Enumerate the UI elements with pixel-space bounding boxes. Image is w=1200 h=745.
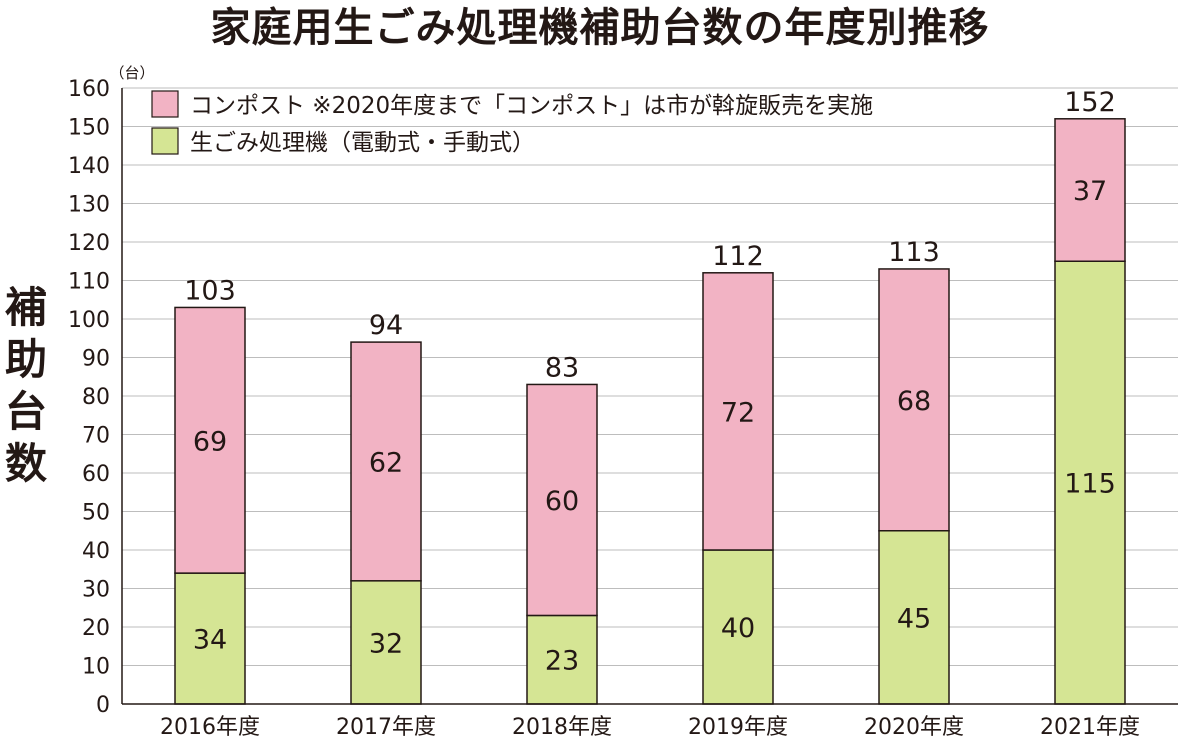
y-tick-label: 60 <box>82 462 110 487</box>
x-tick-label: 2020年度 <box>864 715 964 740</box>
bar-segment-compost <box>350 341 422 582</box>
total-label: 113 <box>888 237 940 268</box>
bar-segment-compost <box>1054 118 1126 262</box>
data-label: 72 <box>721 397 755 428</box>
y-unit-label: （台） <box>109 64 154 82</box>
legend-label: 生ごみ処理機（電動式・手動式） <box>190 130 535 156</box>
x-tick-label: 2017年度 <box>336 715 436 740</box>
y-tick-label: 90 <box>82 347 110 372</box>
y-tick-label: 80 <box>82 385 110 410</box>
total-label: 94 <box>369 310 403 341</box>
y-axis-title-char: 補 <box>5 283 47 332</box>
y-tick-label: 30 <box>82 578 110 603</box>
x-tick-label: 2019年度 <box>688 715 788 740</box>
bars: 34 69 103 32 62 94 23 60 83 40 72 112 45 68 113 115 37 15… <box>174 87 1126 705</box>
bar-segment-compost <box>878 268 950 532</box>
data-label: 34 <box>193 625 227 656</box>
bar-segment-garbage-processor <box>350 580 422 705</box>
total-label: 103 <box>184 275 236 306</box>
y-tick-label: 140 <box>68 154 110 179</box>
y-tick-labels: 0 10 20 30 40 50 60 70 80 90 100 110 120 130 140 150 160 <box>68 77 110 718</box>
total-label: 83 <box>545 352 579 383</box>
y-axis-title-char: 数 <box>5 439 47 488</box>
data-label: 115 <box>1064 469 1116 500</box>
x-tick-label: 2021年度 <box>1040 715 1140 740</box>
data-label: 69 <box>193 426 227 457</box>
y-tick-label: 70 <box>82 424 110 449</box>
bar-segment-compost <box>702 272 774 551</box>
legend: コンポスト ※2020年度まで「コンポスト」は市が斡旋販売を実施生ごみ処理機（電… <box>151 90 873 156</box>
data-label: 68 <box>897 386 931 417</box>
data-label: 40 <box>721 613 755 644</box>
data-label: 23 <box>545 646 579 677</box>
y-axis-title-char: 助 <box>5 335 47 384</box>
y-tick-label: 150 <box>68 116 110 141</box>
data-label: 62 <box>369 447 403 478</box>
y-tick-label: 130 <box>68 193 110 218</box>
y-tick-label: 20 <box>82 616 110 641</box>
y-tick-label: 100 <box>68 308 110 333</box>
y-tick-label: 160 <box>68 77 110 102</box>
bar-segment-compost <box>174 306 246 574</box>
y-tick-label: 0 <box>96 693 110 718</box>
y-tick-label: 10 <box>82 655 110 680</box>
x-tick-labels: 2016年度 2017年度 2018年度 2019年度 2020年度 2021年度 <box>160 715 1140 740</box>
legend-label: コンポスト ※2020年度まで「コンポスト」は市が斡旋販売を実施 <box>190 93 873 119</box>
total-label: 112 <box>712 241 764 272</box>
data-label: 37 <box>1073 176 1107 207</box>
y-axis-title: 補助台数 <box>5 283 47 488</box>
bar-segment-garbage-processor <box>702 549 774 705</box>
x-tick-label: 2016年度 <box>160 715 260 740</box>
gridlines <box>122 87 1178 666</box>
bar-segment-garbage-processor <box>878 530 950 705</box>
legend-swatch <box>151 90 179 118</box>
data-label: 45 <box>897 603 931 634</box>
legend-swatch <box>151 127 179 155</box>
bar-segment-garbage-processor <box>526 614 598 705</box>
bar-segment-compost <box>526 383 598 617</box>
chart-title: 家庭用生ごみ処理機補助台数の年度別推移 <box>210 5 990 51</box>
total-label: 152 <box>1064 87 1116 118</box>
y-tick-label: 120 <box>68 231 110 256</box>
data-label: 32 <box>369 628 403 659</box>
x-tick-label: 2018年度 <box>512 715 612 740</box>
data-label: 60 <box>545 486 579 517</box>
bar-segment-garbage-processor <box>1054 260 1126 705</box>
y-tick-label: 110 <box>68 270 110 295</box>
y-axis-title-char: 台 <box>5 387 47 436</box>
y-tick-label: 50 <box>82 501 110 526</box>
y-tick-label: 40 <box>82 539 110 564</box>
